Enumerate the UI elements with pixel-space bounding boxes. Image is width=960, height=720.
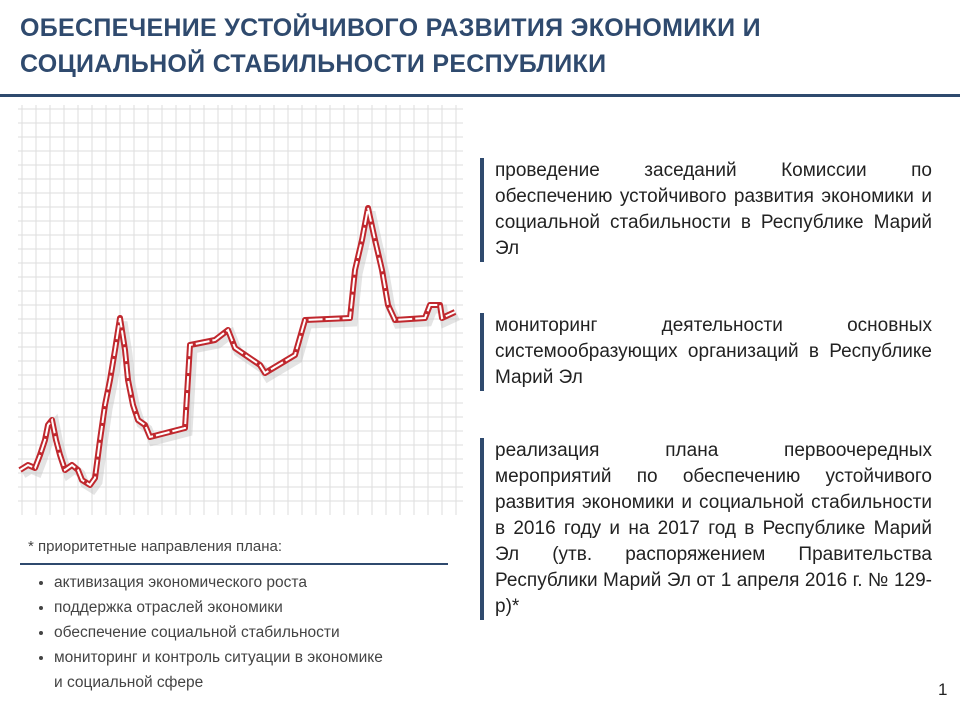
bullet: активизация экономического роста [54, 570, 464, 595]
bullet: обеспечение социальной стабильности [54, 620, 464, 645]
skyline-inner [19, 207, 456, 487]
page-number: 1 [938, 680, 948, 699]
bullet: мониторинг и контроль ситуации в экономи… [54, 645, 384, 695]
note-list: активизация экономического роста поддерж… [26, 570, 464, 695]
note-heading: * приоритетные направления плана: [28, 538, 283, 555]
title-line: СОЦИАЛЬНОЙ СТАБИЛЬНОСТИ РЕСПУБЛИКИ [20, 50, 607, 78]
item: реализация плана первоочередных мероприя… [480, 438, 932, 620]
item: мониторинг деятельности основных системо… [480, 313, 932, 391]
slide-title: ОБЕСПЕЧЕНИЕ УСТОЙЧИВОГО РАЗВИТИЯ ЭКОНОМИ… [20, 10, 761, 82]
title-line: ОБЕСПЕЧЕНИЕ УСТОЙЧИВОГО РАЗВИТИЯ ЭКОНОМИ… [20, 14, 761, 42]
bullet: поддержка отраслей экономики [54, 595, 464, 620]
title-rule [0, 94, 960, 97]
item: проведение заседаний Комиссии по обеспеч… [480, 158, 932, 262]
skyline-graphic [18, 105, 463, 515]
note-rule [20, 563, 448, 565]
